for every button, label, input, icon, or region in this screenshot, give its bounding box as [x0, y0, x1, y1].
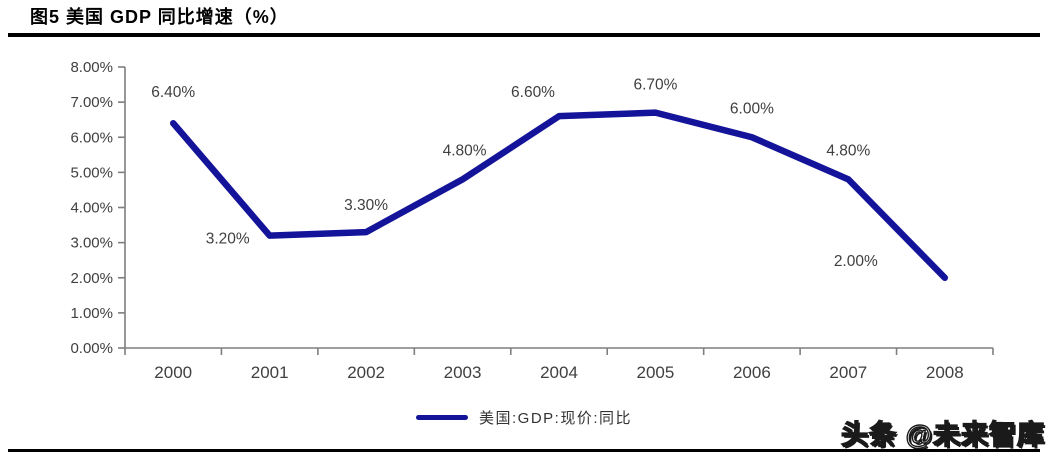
chart-legend: 美国:GDP:现价:同比	[0, 407, 1048, 428]
svg-text:4.80%: 4.80%	[443, 142, 487, 159]
svg-text:2007: 2007	[829, 363, 867, 382]
svg-text:6.00%: 6.00%	[730, 100, 774, 117]
svg-text:6.60%: 6.60%	[511, 84, 555, 101]
svg-text:2005: 2005	[637, 363, 675, 382]
legend-label: 美国:GDP:现价:同比	[478, 410, 632, 427]
svg-text:3.20%: 3.20%	[206, 231, 250, 248]
svg-text:2002: 2002	[347, 363, 385, 382]
svg-text:3.30%: 3.30%	[344, 197, 388, 214]
bottom-rule	[8, 449, 1040, 452]
svg-text:5.00%: 5.00%	[70, 164, 113, 181]
watermark-text: 头条 @未来智库	[840, 419, 1045, 450]
svg-text:3.00%: 3.00%	[70, 235, 113, 252]
gdp-growth-line-chart: 0.00% 1.00% 2.00% 3.00% 4.00% 5.00% 6.00% 7.00%…	[70, 59, 994, 382]
svg-text:6.40%: 6.40%	[151, 84, 195, 101]
svg-text:6.00%: 6.00%	[70, 129, 113, 146]
svg-text:2003: 2003	[444, 363, 482, 382]
svg-text:2.00%: 2.00%	[70, 270, 113, 287]
legend-line-swatch	[415, 415, 468, 420]
svg-text:2006: 2006	[733, 363, 771, 382]
svg-text:2001: 2001	[251, 363, 289, 382]
svg-text:1.00%: 1.00%	[70, 305, 113, 322]
svg-text:2000: 2000	[154, 363, 192, 382]
title-rule	[8, 33, 1040, 37]
svg-text:2004: 2004	[540, 363, 578, 382]
svg-text:8.00%: 8.00%	[70, 59, 113, 76]
svg-text:4.80%: 4.80%	[826, 142, 870, 159]
svg-text:0.00%: 0.00%	[70, 340, 113, 357]
svg-text:6.70%: 6.70%	[633, 77, 677, 94]
svg-text:7.00%: 7.00%	[70, 94, 113, 111]
svg-text:2.00%: 2.00%	[834, 253, 878, 270]
svg-text:2008: 2008	[926, 363, 964, 382]
svg-text:4.00%: 4.00%	[70, 200, 113, 217]
figure-title: 图5 美国 GDP 同比增速（%）	[30, 7, 289, 27]
